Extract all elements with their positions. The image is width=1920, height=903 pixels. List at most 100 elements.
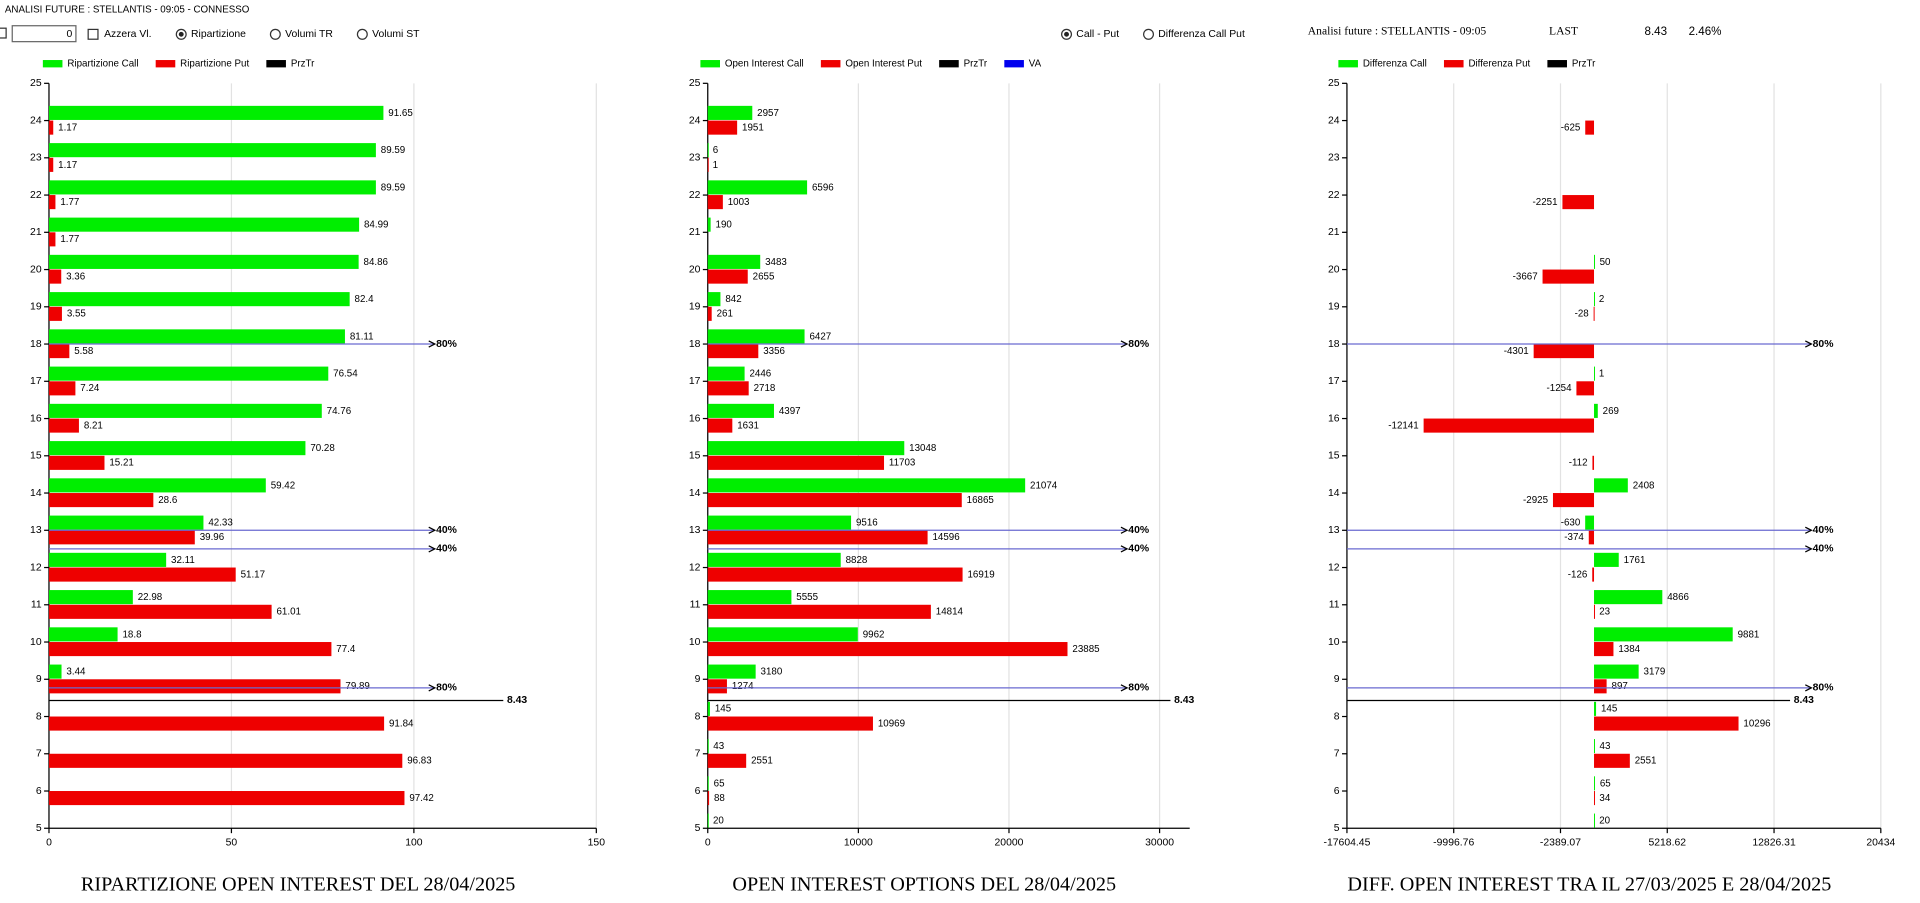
radio[interactable] (1142, 28, 1155, 40)
legend-swatch (1547, 60, 1567, 68)
value-label: 3483 (765, 257, 787, 268)
legend-swatch (939, 60, 959, 68)
value-label: 1631 (737, 420, 759, 431)
value-label: 2551 (751, 756, 773, 767)
value-label: 3180 (761, 667, 783, 678)
ref-arrow (1805, 684, 1813, 692)
bar (1585, 515, 1595, 530)
value-label: 6 (713, 145, 719, 156)
radio-dot (178, 31, 184, 37)
bar (707, 403, 774, 418)
y-tick-label: 22 (689, 190, 701, 201)
value-label: 145 (1601, 704, 1618, 715)
value-label: 9962 (863, 629, 885, 640)
legend-swatch (700, 60, 720, 68)
bar (48, 493, 154, 508)
bar (707, 455, 885, 470)
bar (1594, 701, 1597, 716)
bar (707, 627, 858, 642)
y-tick-label: 13 (689, 525, 701, 536)
value-label: 97.42 (409, 793, 433, 804)
value-label: 61.01 (277, 607, 301, 618)
x-tick-label: 100 (405, 838, 423, 849)
value-label: -374 (1564, 532, 1584, 543)
value-label: -625 (1561, 123, 1581, 134)
bar (1594, 590, 1663, 605)
legend-label: PrzTr (291, 58, 315, 69)
value-label: 96.83 (407, 756, 432, 767)
value-label: -112 (1569, 458, 1588, 469)
bar (707, 530, 928, 545)
bar (707, 180, 808, 195)
bar (707, 120, 738, 135)
value-label: -630 (1561, 518, 1581, 529)
y-tick-label: 22 (30, 190, 42, 201)
value-label: 28.6 (158, 495, 178, 506)
checkbox[interactable] (87, 28, 99, 40)
value-label: 1.17 (58, 160, 77, 171)
bar (707, 195, 723, 210)
y-tick-label: 17 (30, 376, 42, 387)
ref-arrow (428, 684, 437, 692)
price-label: 8.43 (1794, 695, 1814, 706)
bar (1594, 739, 1596, 754)
legend-swatch (1443, 60, 1464, 68)
legend-swatch (1004, 60, 1024, 68)
bar (48, 254, 359, 269)
bar (1594, 403, 1598, 418)
legend-label: Ripartizione Call (67, 58, 138, 69)
value-label: 3.36 (66, 271, 86, 282)
bar (707, 701, 710, 716)
value-label: 11703 (889, 458, 916, 469)
x-tick-label: 10000 (844, 838, 873, 849)
y-tick-label: 13 (30, 525, 42, 536)
bar (707, 813, 709, 828)
bar (48, 269, 62, 284)
legend-label: Differenza Put (1468, 58, 1530, 69)
legend-label: PrzTr (1572, 58, 1596, 69)
radio[interactable] (356, 28, 368, 40)
value-label: 70.28 (310, 443, 335, 454)
value-label: 39.96 (200, 532, 225, 543)
y-tick-label: 20 (689, 264, 701, 275)
bar (48, 403, 322, 418)
value-label: 84.86 (364, 257, 389, 268)
bar (707, 254, 761, 269)
radio[interactable] (269, 28, 281, 40)
bar (1576, 381, 1595, 396)
bar (1594, 366, 1596, 381)
bar (48, 664, 62, 679)
y-tick-label: 23 (30, 153, 42, 164)
x-tick-label: 5218.62 (1648, 838, 1686, 849)
bar (707, 344, 759, 359)
radio-label: Ripartizione (191, 29, 246, 40)
legend-swatch (155, 60, 176, 68)
value-label: -2925 (1523, 495, 1549, 506)
bar (707, 552, 841, 567)
x-tick-label: 30000 (1145, 838, 1174, 849)
value-label: 6427 (809, 331, 831, 342)
bar (707, 791, 710, 806)
value-label: 897 (1612, 681, 1628, 692)
y-tick-label: 20 (30, 264, 42, 275)
radio-label: Differenza Call Put (1158, 29, 1245, 40)
input-box[interactable] (11, 25, 77, 43)
checkbox[interactable] (0, 27, 7, 39)
value-label: 1274 (732, 681, 754, 692)
value-label: 79.89 (345, 681, 369, 692)
value-label: 3.55 (67, 309, 87, 320)
legend-label: Ripartizione Put (180, 58, 249, 69)
value-label: 32.11 (171, 555, 195, 566)
bar (1594, 478, 1628, 493)
ref-label: 80% (436, 683, 457, 694)
y-tick-label: 23 (1328, 153, 1340, 164)
x-tick-label: -17604.45 (1324, 838, 1371, 849)
bar (48, 567, 236, 582)
value-label: 18.8 (122, 629, 142, 640)
y-tick-label: 13 (1328, 525, 1340, 536)
y-tick-label: 18 (1328, 339, 1340, 350)
ref-arrow (428, 545, 437, 553)
ref-label: 80% (1813, 339, 1834, 350)
value-label: 59.42 (271, 480, 295, 491)
